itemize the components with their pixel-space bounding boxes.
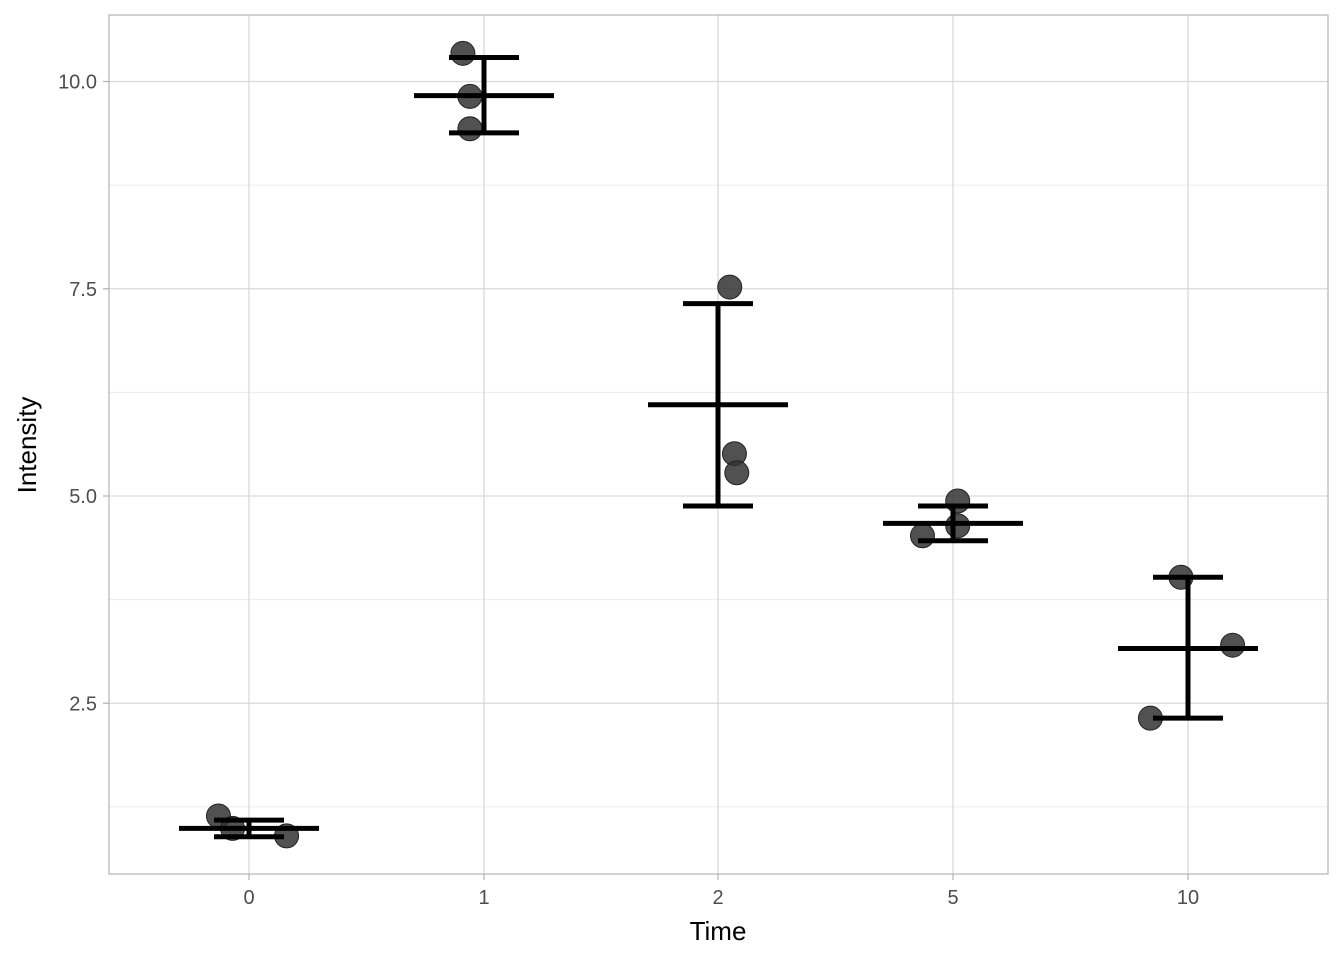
x-tick-label: 1 (478, 887, 489, 909)
x-tick-label: 0 (243, 887, 254, 909)
x-axis-title: Time (690, 916, 747, 946)
y-tick-label: 7.5 (69, 279, 97, 301)
y-axis: 2.5 5.0 7.5 10.0 (58, 72, 109, 715)
x-tick-label: 10 (1177, 887, 1199, 909)
data-point (945, 488, 971, 514)
data-point (909, 523, 935, 549)
x-tick-label: 2 (712, 887, 723, 909)
summary-10 (1118, 574, 1258, 721)
summary-0 (179, 817, 319, 840)
summary-2 (648, 301, 788, 509)
x-axis: 0 1 2 5 10 (243, 874, 1199, 909)
y-tick-label: 2.5 (69, 693, 97, 715)
y-axis-title: Intensity (12, 397, 42, 494)
data-point (450, 40, 476, 66)
data-point (1220, 632, 1246, 658)
data-point (457, 116, 483, 142)
y-tick-label: 10.0 (58, 72, 97, 94)
summary-5 (883, 503, 1023, 544)
data-point (724, 460, 750, 486)
x-tick-label: 5 (947, 887, 958, 909)
data-point (717, 274, 743, 300)
summary-1 (414, 54, 554, 136)
error-bars (179, 54, 1258, 840)
y-tick-label: 5.0 (69, 486, 97, 508)
